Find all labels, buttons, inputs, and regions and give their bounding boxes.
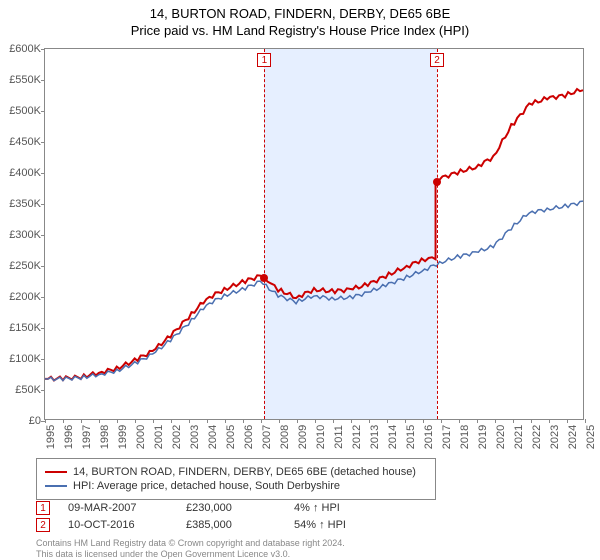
sale-record-number: 2 bbox=[36, 518, 50, 532]
chart-title: 14, BURTON ROAD, FINDERN, DERBY, DE65 6B… bbox=[0, 0, 600, 21]
x-axis-tick-label: 1999 bbox=[117, 425, 129, 449]
y-axis-tick-label: £400K bbox=[1, 167, 41, 179]
y-axis-tick-label: £500K bbox=[1, 105, 41, 117]
x-axis-tick-label: 2015 bbox=[405, 425, 417, 449]
footer-line-1: Contains HM Land Registry data © Crown c… bbox=[36, 538, 345, 549]
x-axis-tick-label: 1995 bbox=[45, 425, 57, 449]
x-axis-tick-label: 1998 bbox=[99, 425, 111, 449]
legend-label: 14, BURTON ROAD, FINDERN, DERBY, DE65 6B… bbox=[73, 466, 416, 478]
sale-record-price: £230,000 bbox=[186, 502, 276, 514]
x-axis-tick-label: 2005 bbox=[225, 425, 237, 449]
y-axis-tick-label: £600K bbox=[1, 43, 41, 55]
y-axis-tick-label: £450K bbox=[1, 136, 41, 148]
x-axis-tick-label: 2021 bbox=[513, 425, 525, 449]
sale-marker-line bbox=[437, 49, 438, 419]
y-axis-tick-label: £100K bbox=[1, 353, 41, 365]
legend-swatch bbox=[45, 471, 67, 473]
x-axis-tick-label: 2013 bbox=[369, 425, 381, 449]
legend-swatch bbox=[45, 485, 67, 487]
sale-record-row: 1 09-MAR-2007 £230,000 4% ↑ HPI bbox=[36, 501, 404, 515]
footer-attribution: Contains HM Land Registry data © Crown c… bbox=[36, 538, 345, 560]
y-axis-tick-label: £300K bbox=[1, 229, 41, 241]
sale-record-number: 1 bbox=[36, 501, 50, 515]
series-line-property bbox=[45, 89, 583, 381]
chart-plot-area: £0£50K£100K£150K£200K£250K£300K£350K£400… bbox=[44, 48, 584, 420]
sale-record-pct: 4% ↑ HPI bbox=[294, 502, 404, 514]
x-axis-tick-label: 2011 bbox=[333, 425, 345, 449]
sales-table: 1 09-MAR-2007 £230,000 4% ↑ HPI 2 10-OCT-2016… bbox=[36, 498, 404, 535]
y-axis-tick-label: £0 bbox=[1, 415, 41, 427]
y-axis-tick-label: £250K bbox=[1, 260, 41, 272]
sale-point-dot bbox=[260, 274, 268, 282]
legend-row: 14, BURTON ROAD, FINDERN, DERBY, DE65 6B… bbox=[45, 466, 427, 478]
x-axis-tick-label: 2012 bbox=[351, 425, 363, 449]
series-line-hpi bbox=[45, 201, 583, 380]
sale-record-date: 09-MAR-2007 bbox=[68, 502, 168, 514]
sale-record-pct: 54% ↑ HPI bbox=[294, 519, 404, 531]
sale-record-date: 10-OCT-2016 bbox=[68, 519, 168, 531]
sale-marker-number: 1 bbox=[257, 53, 271, 67]
y-axis-tick-label: £150K bbox=[1, 322, 41, 334]
sale-marker-number: 2 bbox=[430, 53, 444, 67]
x-axis-tick-label: 2022 bbox=[531, 425, 543, 449]
sale-marker-line bbox=[264, 49, 265, 419]
x-axis-tick-label: 2019 bbox=[477, 425, 489, 449]
y-axis-tick-label: £550K bbox=[1, 74, 41, 86]
x-axis-tick-label: 2003 bbox=[189, 425, 201, 449]
x-axis-tick-label: 2014 bbox=[387, 425, 399, 449]
x-axis-tick-label: 1996 bbox=[63, 425, 75, 449]
x-axis-tick-label: 2006 bbox=[243, 425, 255, 449]
x-axis-tick-label: 2023 bbox=[549, 425, 561, 449]
sale-record-row: 2 10-OCT-2016 £385,000 54% ↑ HPI bbox=[36, 518, 404, 532]
y-axis-tick-label: £200K bbox=[1, 291, 41, 303]
x-axis-tick-label: 2025 bbox=[585, 425, 597, 449]
sale-point-dot bbox=[433, 178, 441, 186]
x-axis-tick-label: 2000 bbox=[135, 425, 147, 449]
y-axis-tick-label: £350K bbox=[1, 198, 41, 210]
x-axis-tick-label: 2017 bbox=[441, 425, 453, 449]
y-axis-tick-label: £50K bbox=[1, 384, 41, 396]
legend-row: HPI: Average price, detached house, Sout… bbox=[45, 480, 427, 492]
x-axis-tick-label: 2002 bbox=[171, 425, 183, 449]
legend-label: HPI: Average price, detached house, Sout… bbox=[73, 480, 340, 492]
footer-line-2: This data is licensed under the Open Gov… bbox=[36, 549, 345, 560]
chart-subtitle: Price paid vs. HM Land Registry's House … bbox=[0, 21, 600, 38]
x-axis-tick-label: 2018 bbox=[459, 425, 471, 449]
chart-lines-svg bbox=[45, 49, 583, 419]
x-axis-tick-label: 2016 bbox=[423, 425, 435, 449]
x-axis-tick-label: 2010 bbox=[315, 425, 327, 449]
x-axis-tick-label: 2001 bbox=[153, 425, 165, 449]
legend: 14, BURTON ROAD, FINDERN, DERBY, DE65 6B… bbox=[36, 458, 436, 500]
x-axis-tick-label: 2007 bbox=[261, 425, 273, 449]
sale-record-price: £385,000 bbox=[186, 519, 276, 531]
x-axis-tick-label: 2020 bbox=[495, 425, 507, 449]
x-axis-tick-label: 1997 bbox=[81, 425, 93, 449]
x-axis-tick-label: 2024 bbox=[567, 425, 579, 449]
x-axis-tick-label: 2009 bbox=[297, 425, 309, 449]
x-axis-tick-label: 2004 bbox=[207, 425, 219, 449]
x-axis-tick-label: 2008 bbox=[279, 425, 291, 449]
